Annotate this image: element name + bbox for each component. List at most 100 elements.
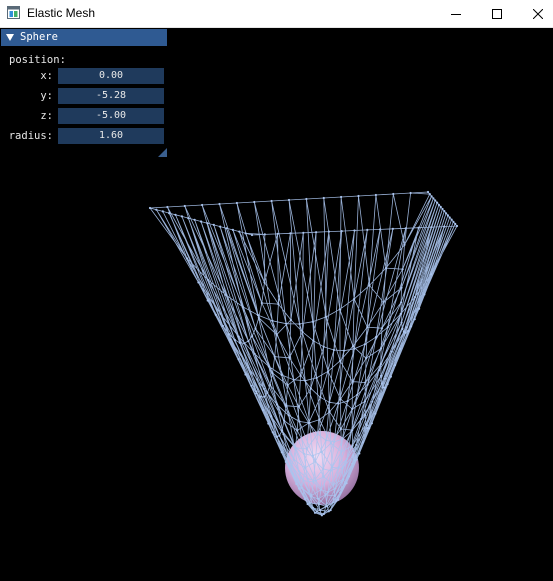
mesh-vertex [430,195,433,198]
mesh-vertex [404,331,407,334]
mesh-vertex [335,499,338,502]
mesh-vertex [201,203,204,207]
z-label: z: [40,110,53,122]
mesh-vertex [445,212,448,215]
mesh-vertex [283,419,286,422]
mesh-vertex [304,498,307,501]
mesh-vertex [401,268,404,271]
mesh-vertex [311,320,314,323]
mesh-vertex [322,475,325,478]
mesh-vertex [386,382,389,386]
mesh-vertex [309,387,312,390]
mesh-vertex [413,318,416,321]
mesh-vertex [183,204,186,208]
mesh-vertex [329,442,332,445]
mesh-vertex [298,487,301,490]
mesh-vertex [443,225,446,228]
mesh-vertex [368,427,371,430]
mesh-vertex [174,213,177,216]
mesh-vertex [355,443,358,446]
mesh-vertex [251,335,254,338]
mesh-vertex [334,487,337,490]
mesh-vertex [389,375,392,378]
mesh-vertex [295,482,298,485]
mesh-vertex [441,207,444,211]
mesh-vertex [277,303,280,306]
mesh-vertex [271,319,274,322]
mesh-vertex [322,467,325,470]
mesh-vertex [291,472,294,475]
mesh-vertex [292,458,295,461]
mesh-vertex [329,469,332,472]
mesh-vertex [218,202,221,206]
mesh-vertex [180,215,183,218]
sphere-panel-header[interactable]: Sphere [1,29,167,46]
mesh-vertex [287,198,291,202]
window-title: Elastic Mesh [27,6,96,20]
mesh-vertex [322,512,325,516]
maximize-icon [492,8,502,19]
mesh-vertex [314,460,317,463]
mesh-vertex [368,284,371,287]
mesh-vertex [327,490,330,494]
mesh-vertex [386,326,389,329]
mesh-vertex [327,230,330,233]
position-y-input[interactable] [58,88,164,104]
mesh-vertex [285,322,288,325]
mesh-vertex [358,452,361,455]
mesh-vertex [185,257,189,260]
mesh-vertex [417,226,420,229]
mesh-vertex [262,387,265,390]
mesh-vertex [231,228,234,231]
position-x-input[interactable] [58,68,164,84]
mesh-vertex [311,454,314,457]
mesh-vertex [450,218,453,221]
maximize-button[interactable] [474,0,520,27]
mesh-vertex [289,318,292,321]
mesh-vertex [351,462,354,465]
mesh-vertex [347,475,351,478]
mesh-vertex [343,482,346,485]
mesh-vertex [383,386,387,389]
title-bar[interactable]: Elastic Mesh [0,0,553,28]
mesh-vertex [340,195,343,199]
mesh-vertex [413,296,416,299]
render-viewport[interactable]: Sphere position: x: y: z: radius: [0,28,553,581]
mesh-vertex [351,407,354,411]
mesh-vertex [280,373,283,377]
mesh-vertex [308,501,311,504]
sphere-panel: Sphere position: x: y: z: radius: [1,29,167,157]
mesh-vertex [302,231,305,234]
mesh-vertex [304,466,307,469]
close-button[interactable] [515,0,553,27]
mesh-vertex [155,208,158,211]
mesh-vertex [394,363,397,367]
mesh-scene[interactable] [0,28,553,581]
position-z-input[interactable] [58,108,164,124]
mesh-vertex [269,383,272,387]
mesh-vertex [339,491,342,494]
mesh-vertex [320,450,323,454]
mesh-vertex [284,404,288,407]
mesh-vertex [380,382,383,385]
mesh-vertex [168,212,171,215]
mesh-vertex [302,452,305,455]
mesh-vertex [255,390,258,393]
mesh-vertex [270,415,273,418]
mesh-vertex [166,205,169,209]
y-label: y: [40,90,53,102]
mesh-vertex [263,281,266,284]
mesh-vertex [371,400,374,403]
mesh-vertex [278,434,281,437]
minimize-button[interactable] [433,0,479,27]
resize-grip-icon[interactable] [158,148,167,157]
mesh-vertex [312,339,315,342]
mesh-vertex [403,243,406,246]
mesh-vertex [206,278,209,281]
collapse-arrow-icon[interactable] [6,34,14,41]
position-label: position: [9,54,66,66]
mesh-vertex [219,312,222,315]
mesh-vertex [351,345,355,348]
radius-input[interactable] [58,128,164,144]
mesh-vertex [286,384,289,387]
